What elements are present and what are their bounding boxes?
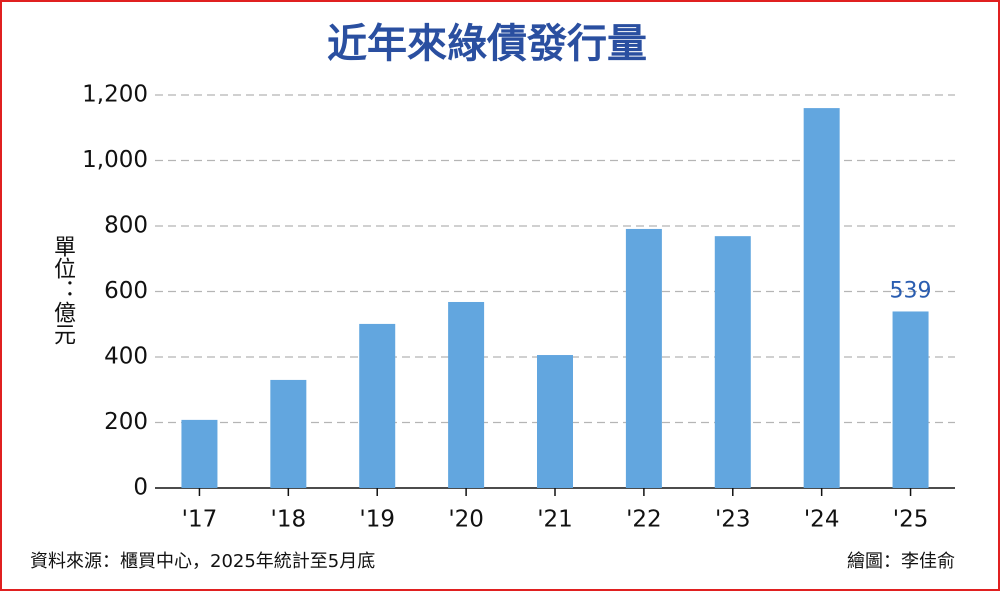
- chart-title: 近年來綠債發行量: [327, 21, 647, 67]
- bar: [714, 236, 751, 488]
- x-tick-label: '24: [804, 507, 840, 533]
- bar: [537, 355, 573, 488]
- y-tick-label: 1,000: [82, 147, 148, 173]
- x-tick-label: '19: [359, 507, 395, 533]
- y-tick-label: 600: [104, 278, 148, 304]
- x-tick-label: '20: [448, 507, 484, 533]
- data-label: 539: [890, 278, 932, 303]
- bar: [270, 379, 307, 488]
- x-tick-label: '18: [271, 507, 307, 533]
- y-tick-label: 800: [104, 213, 148, 239]
- bar: [181, 419, 218, 488]
- y-tick-label: 0: [133, 475, 148, 501]
- x-tick-label: '22: [626, 507, 662, 533]
- bar: [625, 228, 662, 488]
- y-axis-label: 單位：億元: [50, 235, 76, 345]
- bar: [892, 311, 929, 488]
- y-tick-label: 200: [104, 409, 148, 435]
- x-tick-label: '17: [182, 507, 218, 533]
- x-tick-label: '21: [537, 507, 573, 533]
- bar: [803, 108, 840, 488]
- credit: 繪圖：李佳俞: [847, 551, 955, 572]
- y-tick-label: 400: [104, 344, 148, 370]
- bar: [448, 301, 485, 488]
- x-tick-label: '23: [715, 507, 751, 533]
- y-tick-label: 1,200: [82, 82, 148, 108]
- source: 資料來源：櫃買中心，2025年統計至5月底: [30, 551, 375, 572]
- bar: [359, 323, 396, 488]
- x-tick-label: '25: [893, 507, 929, 533]
